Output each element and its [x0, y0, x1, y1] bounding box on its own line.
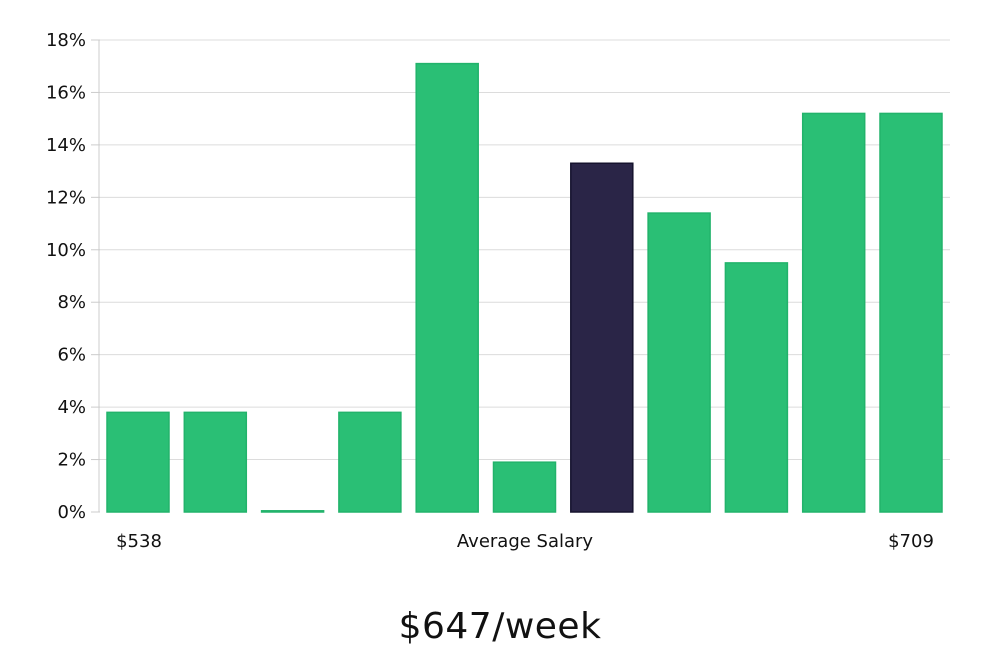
average-salary-summary: $647/week: [398, 606, 602, 647]
y-tick-label: 4%: [57, 397, 86, 418]
bar: [106, 411, 170, 513]
bar-highlighted: [570, 162, 634, 513]
x-tick-label-left: $538: [116, 531, 162, 552]
x-tick-label-right: $709: [888, 531, 934, 552]
x-axis-label: Average Salary: [457, 531, 594, 552]
y-tick-label: 18%: [46, 30, 86, 51]
bar: [879, 112, 943, 513]
y-tick-label: 10%: [46, 240, 86, 261]
y-tick-label: 0%: [57, 502, 86, 523]
y-tick-label: 12%: [46, 187, 86, 208]
bar: [415, 62, 479, 513]
grid-lines: [100, 39, 950, 461]
bar: [183, 411, 248, 513]
salary-histogram: 0% 2% 4% 6% 8% 10% 12% 14% 16% 18% $538 Average S…: [46, 30, 950, 552]
bar: [724, 262, 789, 513]
y-tick-label: 2%: [57, 450, 86, 471]
bar: [801, 112, 866, 513]
bars: [106, 62, 943, 513]
y-tick-label: 14%: [46, 135, 86, 156]
bar: [647, 212, 711, 513]
y-tick-label: 16%: [46, 82, 86, 103]
y-tick-label: 8%: [57, 292, 86, 313]
bar: [260, 510, 325, 513]
y-axis-ticks: 0% 2% 4% 6% 8% 10% 12% 14% 16% 18%: [46, 30, 100, 523]
bar: [338, 411, 402, 513]
y-tick-label: 6%: [57, 345, 86, 366]
bar: [492, 461, 557, 513]
